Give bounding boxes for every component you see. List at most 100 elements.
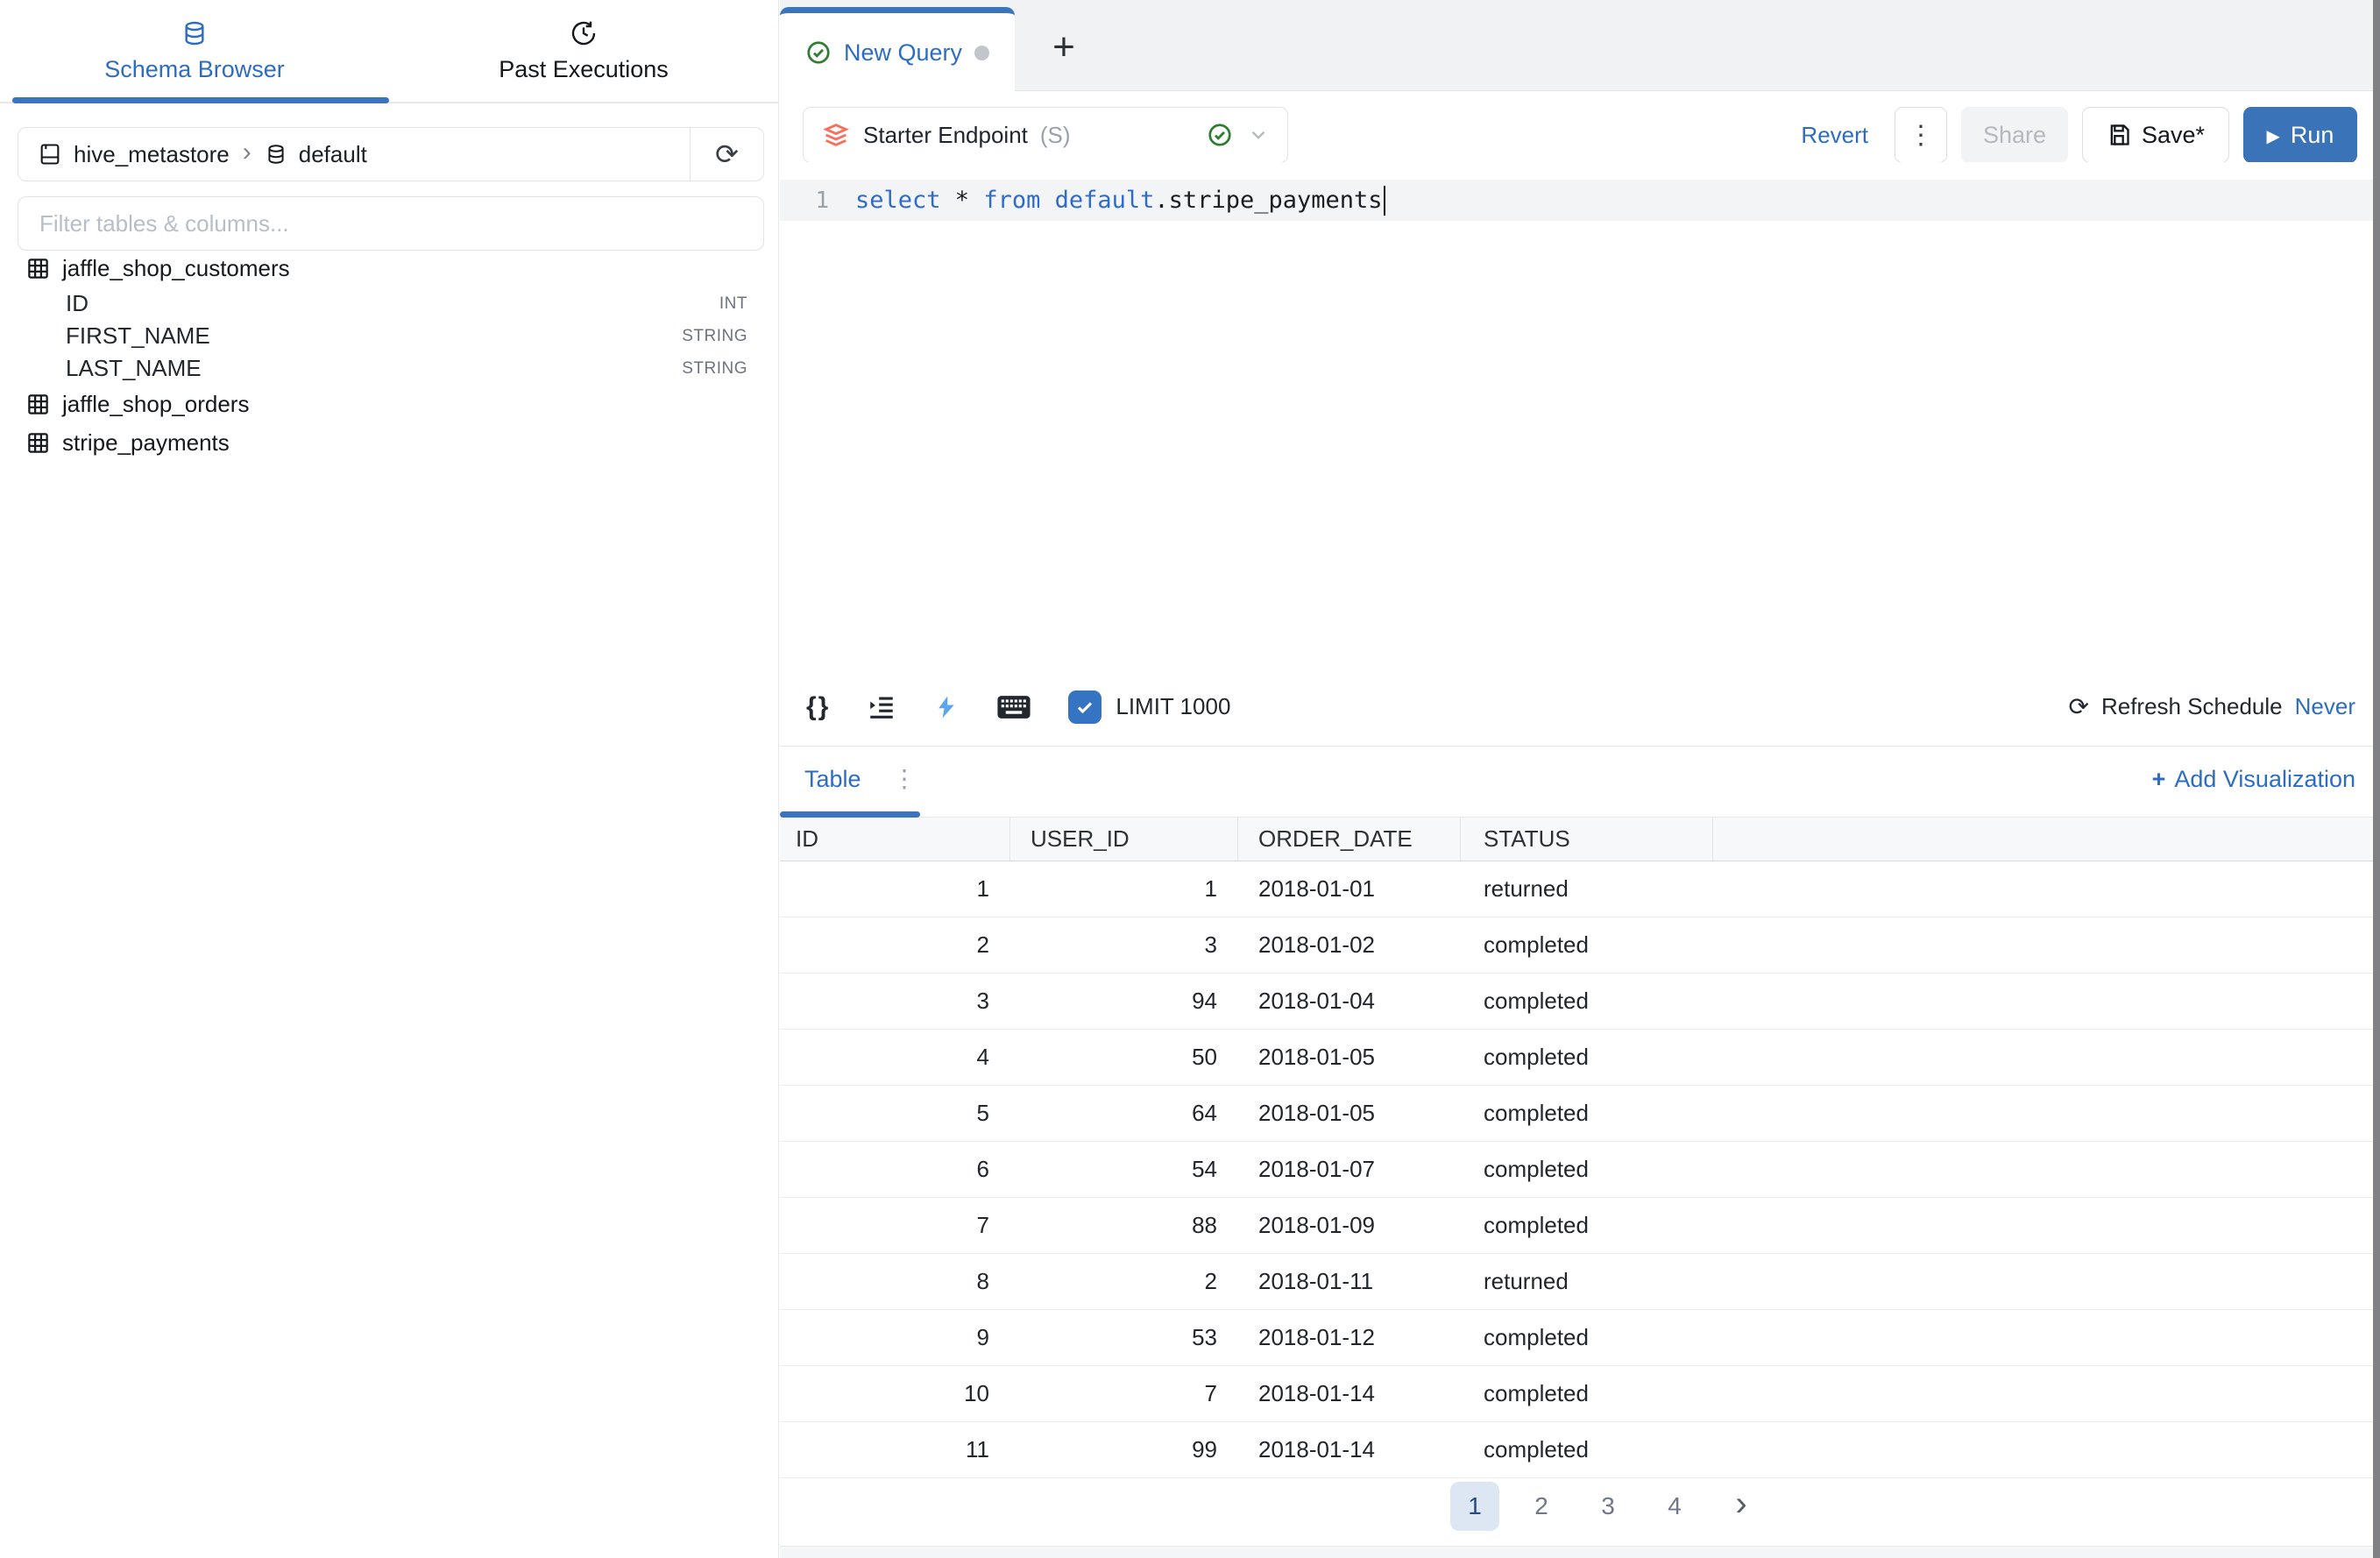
breadcrumb-schema[interactable]: default — [298, 140, 367, 167]
cell-status: completed — [1484, 1100, 1589, 1126]
revert-button[interactable]: Revert — [1801, 121, 1868, 148]
cell-order-date: 2018-01-04 — [1258, 988, 1375, 1014]
cell-status: completed — [1484, 931, 1589, 958]
table-grid-icon — [26, 257, 50, 280]
text-cursor — [1383, 185, 1385, 216]
add-visualization-button[interactable]: + Add Visualization — [2152, 766, 2355, 793]
column-type: STRING — [682, 326, 747, 345]
cell-id: 7 — [976, 1212, 989, 1238]
cell-order-date: 2018-01-12 — [1258, 1324, 1375, 1350]
refresh-schedule-label: Refresh Schedule — [2100, 693, 2283, 719]
column-item-last-name[interactable]: LAST_NAME STRING — [0, 352, 779, 385]
column-item-first-name[interactable]: FIRST_NAME STRING — [0, 320, 779, 352]
refresh-schema-button[interactable]: ⟳ — [690, 128, 763, 181]
cell-id: 5 — [976, 1100, 989, 1126]
page-button-3[interactable]: 3 — [1601, 1492, 1615, 1519]
table-row: 4 50 2018-01-05 completed — [780, 1030, 2380, 1086]
tab-new-query[interactable]: New Query — [780, 7, 1015, 92]
sql-editor[interactable]: 1 select * from default .stripe_payments — [780, 162, 2380, 668]
more-options-button[interactable]: ⋮ — [1895, 107, 1947, 163]
run-button-label: Run — [2290, 121, 2334, 148]
table-item-jaffle-shop-customers[interactable]: jaffle_shop_customers — [0, 249, 779, 287]
lightning-bolt-icon[interactable] — [933, 692, 960, 722]
column-name: ID — [66, 290, 89, 316]
cell-order-date: 2018-01-02 — [1258, 931, 1375, 958]
run-button[interactable]: ▶ Run — [2243, 107, 2357, 163]
save-button[interactable]: Save* — [2082, 107, 2229, 163]
breadcrumb-catalog[interactable]: hive_metastore — [74, 140, 230, 167]
schema-breadcrumb: hive_metastore › default ⟳ — [18, 127, 764, 181]
cell-status: returned — [1484, 875, 1569, 902]
page-button-1[interactable]: 1 — [1450, 1482, 1499, 1531]
cell-status: returned — [1484, 1268, 1569, 1294]
cell-id: 9 — [976, 1324, 989, 1350]
breadcrumb[interactable]: hive_metastore › default — [18, 139, 690, 168]
table-row: 7 88 2018-01-09 completed — [780, 1198, 2380, 1254]
floppy-disk-icon — [2107, 123, 2131, 147]
keyboard-shortcuts-icon[interactable] — [996, 693, 1031, 721]
limit-label: LIMIT 1000 — [1116, 693, 1231, 719]
column-header-status: STATUS — [1461, 818, 1713, 860]
cell-user-id: 50 — [1192, 1044, 1217, 1070]
refresh-schedule-value[interactable]: Never — [2294, 693, 2355, 719]
tab-table-results[interactable]: Table — [804, 766, 861, 792]
column-item-id[interactable]: ID INT — [0, 287, 779, 320]
table-item-stripe-payments[interactable]: stripe_payments — [0, 423, 779, 462]
cell-user-id: 2 — [1204, 1268, 1217, 1294]
chevron-down-icon — [1247, 124, 1270, 146]
tab-schema-browser[interactable]: Schema Browser — [0, 0, 389, 103]
table-name: jaffle_shop_orders — [62, 390, 250, 417]
vertical-scrollbar[interactable] — [2373, 0, 2380, 1558]
table-tab-menu-icon[interactable]: ⋮ — [892, 765, 917, 792]
cell-order-date: 2018-01-09 — [1258, 1212, 1375, 1238]
editor-toolbar: {} — [780, 668, 2380, 747]
cell-id: 6 — [976, 1156, 989, 1182]
page-button-4[interactable]: 4 — [1668, 1492, 1682, 1519]
cell-order-date: 2018-01-05 — [1258, 1100, 1375, 1126]
table-row: 1 1 2018-01-01 returned — [780, 861, 2380, 917]
auto-indent-icon[interactable] — [867, 692, 896, 722]
column-header-filler — [1713, 818, 2380, 860]
cell-order-date: 2018-01-14 — [1258, 1436, 1375, 1462]
cell-status: completed — [1484, 1436, 1589, 1462]
line-number: 1 — [815, 187, 829, 214]
cell-status: completed — [1484, 1212, 1589, 1238]
sql-token: .stripe_payments — [1154, 187, 1383, 214]
checkbox-checked-icon[interactable] — [1068, 690, 1102, 724]
cell-order-date: 2018-01-05 — [1258, 1044, 1375, 1070]
cell-status: completed — [1484, 1156, 1589, 1182]
format-query-icon[interactable]: {} — [806, 691, 831, 721]
cell-user-id: 54 — [1192, 1156, 1217, 1182]
table-grid-icon — [26, 393, 50, 416]
query-tabbar: New Query + — [780, 0, 2380, 92]
endpoint-selector[interactable]: Starter Endpoint (S) — [803, 107, 1288, 163]
cell-id: 10 — [964, 1380, 989, 1406]
pagination: 1 2 3 4 › — [1450, 1482, 1766, 1531]
refresh-icon: ⟳ — [715, 138, 739, 170]
cell-status: completed — [1484, 988, 1589, 1014]
cell-user-id: 94 — [1192, 988, 1217, 1014]
table-row: 5 64 2018-01-05 completed — [780, 1086, 2380, 1142]
table-row: 10 7 2018-01-14 completed — [780, 1366, 2380, 1422]
sql-code-line: select * from default .stripe_payments — [855, 185, 1385, 216]
filter-tables-input[interactable] — [18, 196, 764, 251]
play-icon: ▶ — [2266, 126, 2280, 146]
tab-schema-browser-label: Schema Browser — [104, 55, 285, 82]
next-page-button[interactable]: › — [1735, 1484, 1747, 1523]
column-name: FIRST_NAME — [66, 322, 210, 349]
column-name: LAST_NAME — [66, 355, 202, 381]
limit-1000-toggle[interactable]: LIMIT 1000 — [1068, 690, 1230, 724]
page-button-2[interactable]: 2 — [1534, 1492, 1548, 1519]
table-row: 3 94 2018-01-04 completed — [780, 974, 2380, 1030]
add-visualization-label: Add Visualization — [2174, 766, 2355, 792]
share-button[interactable]: Share — [1961, 107, 2068, 163]
table-item-jaffle-shop-orders[interactable]: jaffle_shop_orders — [0, 385, 779, 423]
table-grid-icon — [26, 431, 50, 455]
new-tab-button[interactable]: + — [1039, 23, 1088, 72]
cell-user-id: 3 — [1204, 931, 1217, 958]
editor-active-line: 1 select * from default .stripe_payments — [780, 180, 2380, 221]
results-table-header: ID USER_ID ORDER_DATE STATUS — [780, 818, 2380, 861]
tab-past-executions[interactable]: Past Executions — [389, 0, 778, 102]
table-row: 2 3 2018-01-02 completed — [780, 917, 2380, 974]
cell-status: completed — [1484, 1324, 1589, 1350]
